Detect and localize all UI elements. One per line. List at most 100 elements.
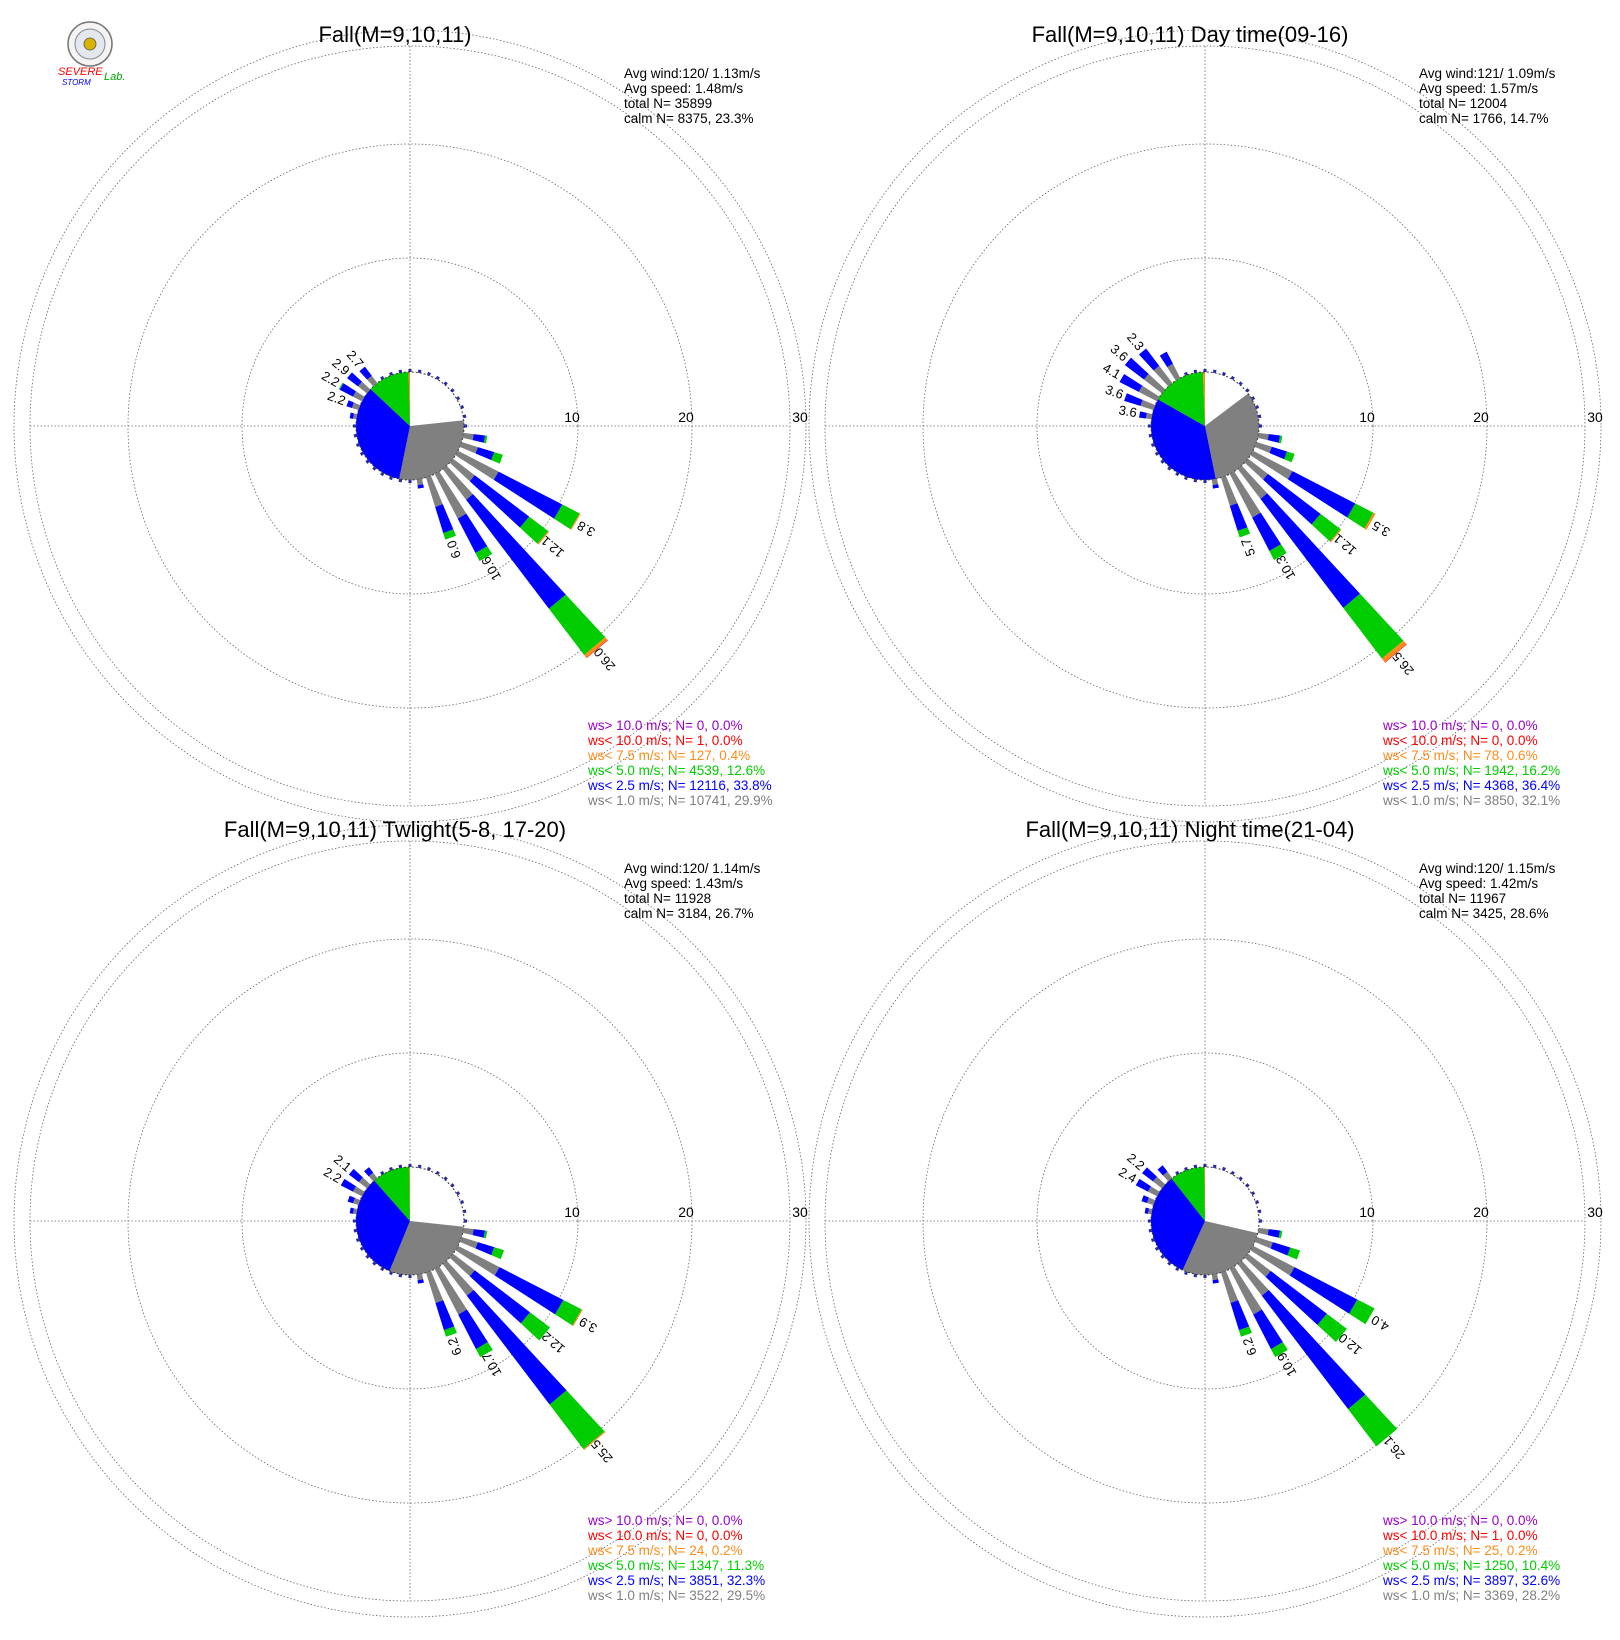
wind-bar-segment [548,594,606,656]
legend-entry-lt5: ws< 5.0 m/s; N= 1942, 16.2% [1382,763,1560,778]
wind-bar-segment [1349,1299,1375,1325]
wind-bar-segment [1230,1300,1250,1331]
wind-bar-segment [1145,412,1153,420]
dir-tick [1193,1273,1198,1278]
dir-tick [1148,424,1152,428]
wind-bar-segment [349,412,354,419]
ring-label: 10 [564,1204,580,1220]
dir-tick [455,1191,461,1196]
grid-ring [1036,257,1374,595]
dir-tick [1258,424,1262,428]
dir-tick [417,1164,422,1169]
wind-bar-segment [1270,1242,1291,1256]
wind-bar-segment [491,452,503,464]
wind-bar-segment [1162,1171,1173,1182]
legend-entry-lt10: ws< 10.0 m/s; N= 0, 0.0% [587,1528,743,1543]
wind-bar-segment [434,471,467,519]
wind-bar-segment [416,478,424,486]
wind-bar-segment [459,1237,478,1249]
wind-bar-segment [457,513,488,554]
wind-bar-segment [1263,473,1321,525]
wind-bar-segment [346,400,354,408]
wind-bar-segment [1343,593,1404,659]
wind-bar-segment [1267,1229,1281,1238]
wind-bar-segment [1250,450,1293,480]
wind-bar-segment [1229,1266,1262,1315]
wind-bar-segment [358,1177,371,1189]
legend-entry-lt1: ws< 1.0 m/s; N= 10741, 29.9% [587,793,773,808]
dir-tick [427,371,431,376]
wind-bar-segment [417,1279,424,1284]
wind-bar-segment [1278,1230,1283,1239]
stat-line: Avg speed: 1.48m/s [624,81,743,96]
stat-line: calm N= 3184, 26.7% [624,906,753,921]
wind-bar-segment [1157,1165,1168,1176]
dir-tick [408,479,412,483]
wind-bar-segment [449,458,475,482]
grid-ring [241,1052,579,1390]
dir-tick [1167,1261,1172,1266]
pie-slice-lt2_5 [355,1180,410,1271]
dir-tick [463,424,467,428]
wind-bar-segment [491,1247,505,1260]
dir-tick [398,1273,403,1278]
wind-bar-segment [1348,1394,1398,1447]
wind-bar-segment [442,465,473,500]
wind-bar-segment [1146,1197,1156,1205]
dir-tick [1175,471,1180,477]
wind-bar-segment [443,1326,457,1337]
dir-tick [398,1164,403,1169]
wind-bar-segment [1237,1260,1269,1296]
wind-bar-segment [1311,513,1341,542]
wind-bar-segment [1142,1167,1157,1182]
pie-slice-calm [410,372,464,426]
dir-tick [450,388,455,393]
wind-bar-segment [475,1242,495,1256]
dir-tick [1245,388,1250,393]
pie-slice-lt5 [374,1167,410,1221]
dir-tick [355,443,360,447]
dir-tick [435,1170,440,1176]
severe-storm-lab-logo: SEVERE STORM Lab. [58,21,125,87]
wind-bar-segment [1384,643,1407,663]
wind-bar-segment [1152,1176,1166,1189]
wind-bar-segment [443,529,457,540]
wind-rose-panel: 10 20 303.812.126.010.66.02.22.22.92.7Fall… [13,22,808,823]
wind-bar-segment [1119,373,1143,392]
dir-tick [398,478,403,483]
stat-line: total N= 11967 [1419,891,1506,906]
wind-bar-segment [1138,385,1160,402]
dir-tick [389,1166,393,1171]
pie-slice-lt7_5 [408,372,410,426]
stat-line: calm N= 1766, 14.7% [1419,111,1548,126]
legend-entry-lt7_5: ws< 7.5 m/s; N= 78, 0.6% [1382,748,1538,763]
dir-tick [1150,443,1155,447]
wind-bar-segment [1144,1207,1149,1214]
wind-bar-segment [1167,363,1181,381]
ring-label: 10 [564,409,580,425]
dir-tick [1230,375,1235,381]
pie-slice-lt2_5 [355,389,410,479]
legend-entry-lt2_5: ws< 2.5 m/s; N= 4368, 36.4% [1382,778,1560,793]
bar-value-label: 4.1 [1100,360,1123,382]
wind-bar-segment [1229,503,1248,531]
wind-bar-segment [1135,1178,1151,1192]
dir-tick [1212,1164,1217,1169]
dir-tick [1222,371,1226,376]
legend-entry-lt10: ws< 10.0 m/s; N= 1, 0.0% [587,733,743,748]
wind-bar-segment [1153,365,1173,387]
wind-rose-panel: 10 20 303.512.126.510.35.73.63.64.13.62.3F… [808,22,1603,823]
legend-entry-gt10: ws> 10.0 m/s; N= 0, 0.0% [587,718,743,733]
dir-tick [1250,1191,1256,1196]
panel-title: Fall(M=9,10,11) [318,22,471,47]
wind-bar-segment [455,450,499,480]
wind-bar-segment [1211,478,1219,486]
wind-bar-segment [555,1300,582,1326]
dir-tick [389,1271,393,1276]
wind-bar-segment [347,1195,355,1204]
wind-bar-segment [353,413,358,420]
dir-tick [417,369,422,374]
stat-line: calm N= 3425, 28.6% [1419,906,1548,921]
wind-bar-segment [1212,1279,1219,1284]
pie-slice-lt1 [1182,1221,1258,1275]
